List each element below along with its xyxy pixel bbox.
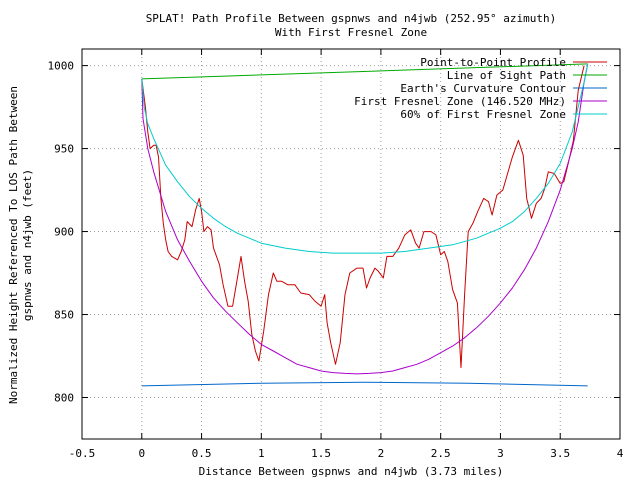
y-tick-label: 800 bbox=[54, 392, 74, 405]
legend-label: 60% of First Fresnel Zone bbox=[400, 108, 566, 121]
x-tick-label: 0.5 bbox=[192, 447, 212, 460]
legend-label: First Fresnel Zone (146.520 MHz) bbox=[354, 95, 566, 108]
legend-label: Earth's Curvature Contour bbox=[400, 82, 566, 95]
axis-ticks: -0.5 0 0.5 1 1.5 2 2.5 3 3.5 4 800 850 900 950 1000 bbox=[48, 49, 624, 460]
chart-title: SPLAT! Path Profile Between gspnws and n… bbox=[146, 12, 557, 25]
x-tick-label: 2 bbox=[378, 447, 385, 460]
series-line-point-to-point-profile bbox=[141, 65, 585, 369]
y-tick-label: 850 bbox=[54, 309, 74, 322]
y-tick-label: 900 bbox=[54, 226, 74, 239]
y-axis-label-line1: Normalized Height Referenced To LOS Path… bbox=[7, 86, 20, 404]
series-line-line-of-sight-path bbox=[141, 63, 588, 80]
legend-label: Line of Sight Path bbox=[447, 69, 566, 82]
x-axis-label: Distance Between gspnws and n4jwb (3.73 … bbox=[199, 465, 504, 478]
x-tick-label: 3.5 bbox=[550, 447, 570, 460]
x-tick-label: 2.5 bbox=[431, 447, 451, 460]
plot-frame bbox=[81, 48, 621, 440]
y-tick-label: 950 bbox=[54, 143, 74, 156]
series-lines bbox=[141, 63, 589, 387]
legend-label: Point-to-Point Profile bbox=[420, 56, 566, 69]
series-line-first-fresnel-zone-146-520-mhz bbox=[141, 63, 589, 375]
x-tick-label: 1.5 bbox=[311, 447, 331, 460]
x-tick-label: 4 bbox=[617, 447, 624, 460]
y-axis-label-line2: gspnws and n4jwb (feet) bbox=[21, 169, 34, 321]
x-tick-label: -0.5 bbox=[69, 447, 96, 460]
y-tick-label: 1000 bbox=[48, 60, 75, 73]
x-tick-label: 1 bbox=[258, 447, 265, 460]
x-tick-label: 0 bbox=[138, 447, 145, 460]
chart-subtitle: With First Fresnel Zone bbox=[275, 26, 427, 39]
series-line-60-of-first-fresnel-zone bbox=[141, 63, 589, 254]
x-tick-label: 3 bbox=[497, 447, 504, 460]
series-line-earth-s-curvature-contour bbox=[141, 381, 588, 387]
